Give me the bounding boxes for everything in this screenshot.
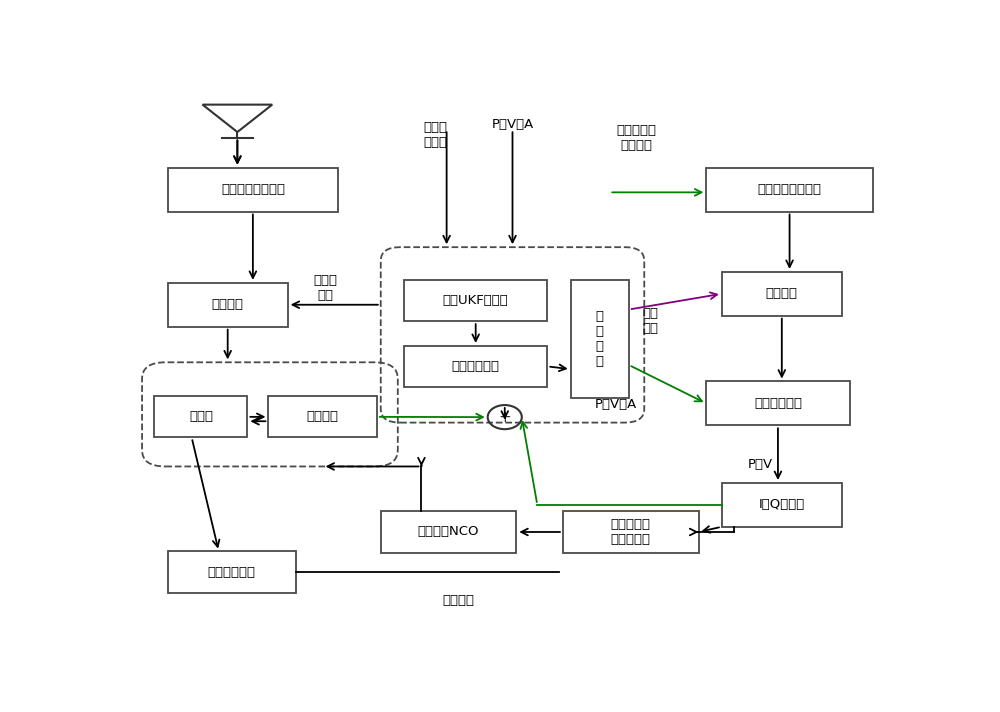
- FancyBboxPatch shape: [571, 280, 629, 398]
- FancyBboxPatch shape: [168, 167, 338, 211]
- Text: 陀螺仪、加速度计: 陀螺仪、加速度计: [758, 183, 822, 196]
- Text: P、V、A: P、V、A: [491, 118, 534, 131]
- FancyBboxPatch shape: [563, 511, 698, 553]
- Text: 状态
误差: 状态 误差: [643, 307, 659, 335]
- Text: 解码导航数据: 解码导航数据: [208, 565, 256, 579]
- FancyBboxPatch shape: [706, 167, 873, 211]
- Text: 码和载波NCO: 码和载波NCO: [418, 525, 479, 538]
- Text: 信号捕获: 信号捕获: [212, 298, 244, 311]
- Text: P、V: P、V: [748, 459, 773, 471]
- Text: 码及载波的
多普勒频移: 码及载波的 多普勒频移: [611, 518, 651, 546]
- Text: 多普勒
频率: 多普勒 频率: [313, 274, 337, 303]
- Text: +: +: [498, 409, 511, 424]
- Text: 初始对准: 初始对准: [766, 287, 798, 300]
- Text: 码跟踪: 码跟踪: [189, 410, 213, 424]
- Text: 零偏、标度
因数误差: 零偏、标度 因数误差: [616, 124, 656, 152]
- FancyBboxPatch shape: [706, 382, 850, 425]
- Text: 多个UKF滤波器: 多个UKF滤波器: [443, 294, 509, 307]
- FancyBboxPatch shape: [168, 551, 296, 592]
- Text: 估
计
融
合: 估 计 融 合: [596, 310, 604, 368]
- Text: 信号预处理与采样: 信号预处理与采样: [221, 183, 285, 196]
- FancyBboxPatch shape: [404, 346, 547, 387]
- Text: 载波跟踪: 载波跟踪: [307, 410, 339, 424]
- Text: 惯性导航解算: 惯性导航解算: [754, 397, 802, 410]
- FancyBboxPatch shape: [154, 397, 247, 437]
- FancyBboxPatch shape: [722, 272, 842, 315]
- Text: I、Q估计器: I、Q估计器: [759, 498, 805, 511]
- Text: 采样周
期波动: 采样周 期波动: [423, 121, 447, 149]
- Text: 星历数据: 星历数据: [442, 595, 474, 607]
- FancyBboxPatch shape: [381, 511, 516, 553]
- FancyBboxPatch shape: [404, 280, 547, 321]
- Text: 模糊推理系统: 模糊推理系统: [452, 360, 500, 373]
- FancyBboxPatch shape: [268, 397, 377, 437]
- FancyBboxPatch shape: [168, 283, 288, 327]
- FancyBboxPatch shape: [722, 483, 842, 527]
- Text: P、V、A: P、V、A: [594, 398, 637, 411]
